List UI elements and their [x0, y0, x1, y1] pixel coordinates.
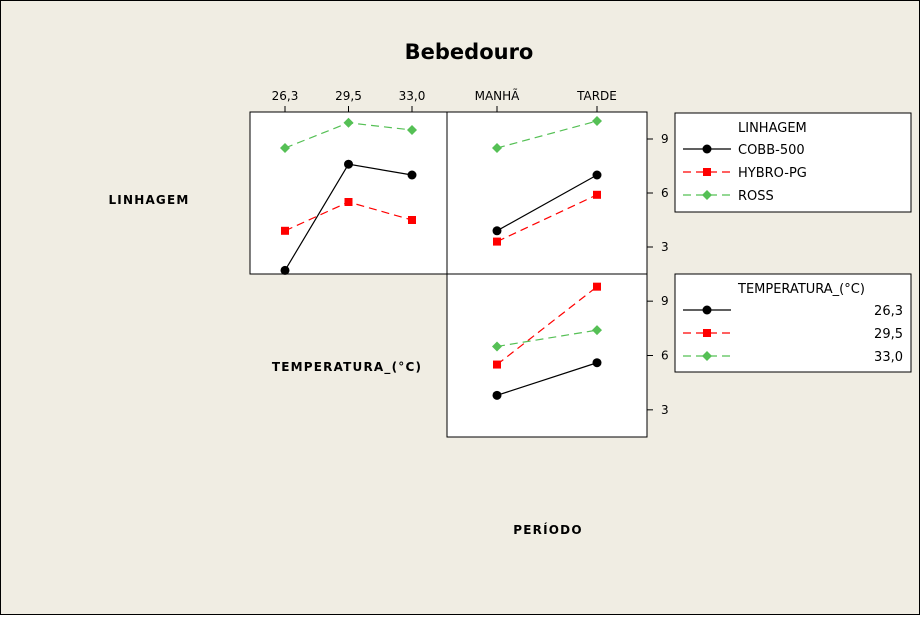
legend-entry-0-2: ROSS — [738, 189, 774, 204]
legend-marker-1-2 — [702, 351, 712, 361]
legend-title-1: TEMPERATURA_(°C) — [737, 282, 865, 297]
panel-temperatura-periodo — [446, 273, 648, 438]
y-tick-label-row0: 3 — [661, 240, 669, 254]
data-point-panel1-2-1 — [592, 116, 602, 126]
data-point-panel0-1-1 — [344, 198, 353, 206]
row-label-linhagem: LINHAGEM — [108, 193, 189, 207]
series-line-panel2-0 — [496, 362, 598, 396]
data-point-panel0-1-2 — [408, 216, 416, 224]
series-line-panel2-2 — [496, 329, 598, 348]
legend-marker-0-0 — [702, 144, 712, 154]
data-point-panel0-0-2 — [407, 170, 417, 180]
y-tick-label-row0: 9 — [661, 132, 669, 146]
legend-marker-1-0 — [702, 305, 712, 315]
series-line-panel1-1 — [496, 194, 598, 243]
data-point-panel2-0-0 — [492, 390, 502, 400]
x-tick-label-temperatura: 26,3 — [272, 89, 299, 103]
legend-entry-1-1: 29,5 — [874, 327, 903, 342]
panel-linhagem-periodo — [446, 111, 648, 275]
row-label-temperatura: TEMPERATURA_(°C) — [272, 360, 422, 375]
series-line-panel1-0 — [496, 174, 598, 232]
y-tick-label-row1: 9 — [661, 294, 669, 308]
bottom-label: PERÍODO — [513, 522, 582, 537]
data-point-panel1-0-1 — [592, 170, 602, 180]
data-point-panel0-2-1 — [343, 117, 354, 128]
x-tick-label-temperatura: 33,0 — [399, 89, 426, 103]
legend-marker-0-1 — [703, 168, 711, 176]
series-line-panel2-1 — [496, 286, 598, 366]
data-point-panel1-1-1 — [593, 190, 601, 199]
y-tick-label-row1: 6 — [661, 349, 669, 363]
data-point-panel2-2-0 — [492, 341, 502, 352]
data-point-panel2-0-1 — [592, 358, 602, 368]
x-tick-label-periodo: TARDE — [576, 89, 617, 103]
y-tick-label-row0: 6 — [661, 186, 669, 200]
x-tick-label-periodo: MANHÃ — [475, 88, 521, 103]
data-point-panel2-1-1 — [593, 282, 601, 291]
chart-title: Bebedouro — [405, 40, 534, 64]
legend-entry-0-0: COBB-500 — [738, 143, 805, 158]
series-line-panel1-2 — [496, 120, 598, 149]
legend-marker-1-1 — [703, 329, 711, 337]
data-point-panel0-2-0 — [280, 143, 290, 153]
legend-entry-1-0: 26,3 — [874, 304, 903, 319]
legend-title-0: LINHAGEM — [738, 121, 807, 136]
data-point-panel0-0-1 — [344, 159, 353, 169]
data-point-panel2-2-1 — [592, 325, 602, 336]
data-point-panel0-2-2 — [407, 125, 417, 135]
legend-marker-0-2 — [702, 190, 712, 200]
y-tick-label-row1: 3 — [661, 403, 669, 417]
data-point-panel0-0-0 — [280, 265, 290, 275]
data-point-panel1-0-0 — [492, 226, 502, 236]
panel-linhagem-temperatura — [249, 111, 448, 275]
x-tick-label-temperatura: 29,5 — [335, 89, 362, 103]
legend-entry-0-1: HYBRO-PG — [738, 166, 807, 181]
data-point-panel1-1-0 — [493, 237, 501, 246]
data-point-panel1-2-0 — [492, 143, 502, 153]
legend-entry-1-2: 33,0 — [874, 350, 903, 365]
data-point-panel0-1-0 — [281, 226, 289, 235]
data-point-panel2-1-0 — [493, 360, 501, 369]
